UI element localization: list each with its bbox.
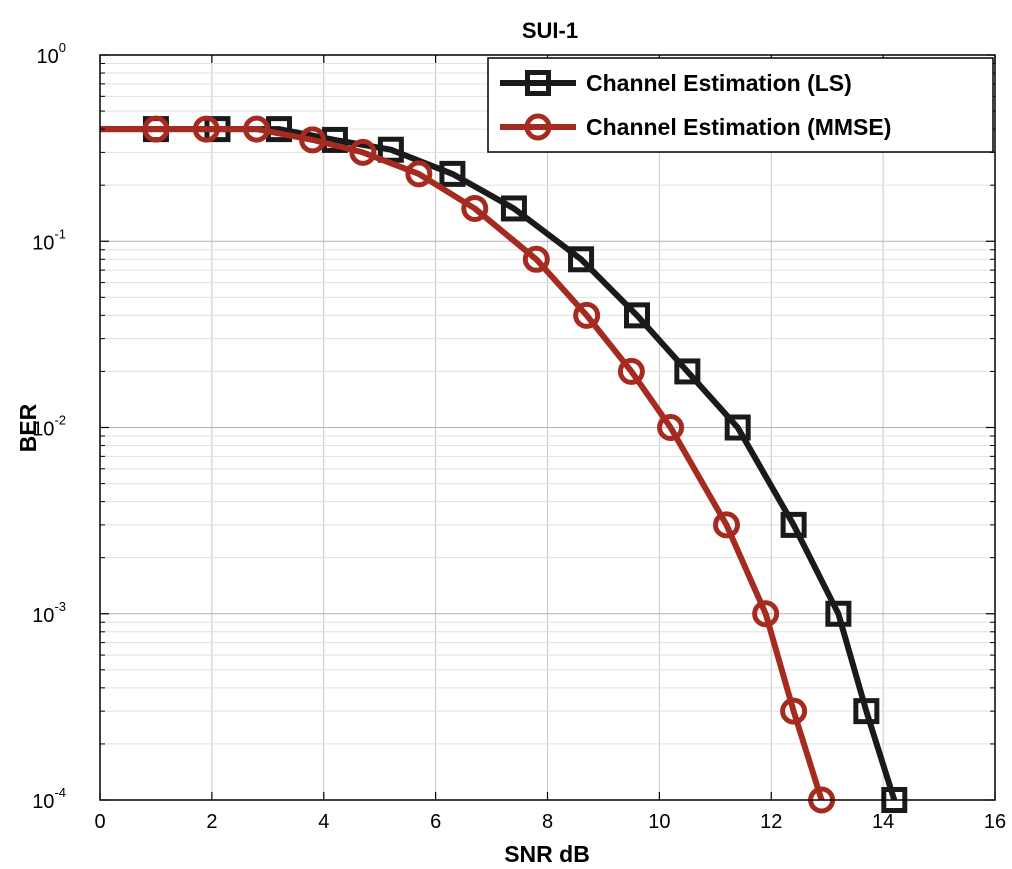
data-point	[752, 600, 780, 628]
x-tick-label: 0	[94, 811, 105, 833]
data-point	[674, 358, 701, 385]
chart-title: SUI-1	[522, 18, 578, 43]
data-point	[568, 246, 595, 273]
data-point	[243, 115, 271, 143]
y-axis-label: BER	[15, 403, 41, 452]
data-point	[439, 160, 466, 187]
y-tick-label: 10-3	[32, 599, 66, 627]
data-point	[192, 115, 220, 143]
ticks: 0 2 4 6 8 10 12 14 16 10-4 10-3 10-2 10-1 100	[32, 40, 1006, 833]
data-point	[617, 357, 645, 385]
data-point	[825, 600, 852, 627]
x-tick-label: 12	[760, 811, 782, 833]
x-tick-label: 10	[648, 811, 670, 833]
series-line	[100, 126, 825, 801]
data-point	[299, 126, 327, 154]
y-tick-label: 10-1	[32, 226, 66, 254]
legend-label: Channel Estimation (LS)	[586, 70, 852, 96]
data-point	[724, 414, 751, 441]
y-tick-label: 10-2	[32, 413, 66, 441]
data-point	[573, 301, 601, 329]
data-point	[780, 511, 807, 538]
legend: Channel Estimation (LS) Channel Estimatio…	[487, 57, 994, 153]
x-tick-label: 8	[542, 811, 553, 833]
x-axis-label: SNR dB	[504, 841, 590, 867]
data-point	[522, 245, 550, 273]
legend-marker	[525, 70, 551, 96]
data-point	[780, 697, 808, 725]
x-tick-label: 6	[430, 811, 441, 833]
y-tick-label: 10-4	[32, 785, 66, 813]
data-point	[657, 414, 685, 441]
legend-label: Channel Estimation (MMSE)	[586, 114, 891, 140]
series-layer	[100, 115, 908, 814]
x-tick-label: 16	[984, 811, 1006, 833]
legend-marker	[524, 113, 552, 141]
x-tick-label: 14	[872, 811, 894, 833]
data-point	[624, 302, 650, 329]
data-point	[713, 511, 740, 539]
y-tick-label: 100	[37, 40, 66, 68]
legend-box	[487, 57, 994, 153]
x-tick-label: 2	[206, 811, 217, 833]
data-point	[500, 195, 527, 222]
data-point	[142, 115, 170, 143]
series-1	[100, 115, 836, 814]
data-point	[349, 138, 377, 166]
x-tick-label: 4	[318, 811, 329, 833]
data-point	[461, 194, 489, 222]
data-point	[405, 160, 433, 188]
data-point	[853, 698, 880, 725]
